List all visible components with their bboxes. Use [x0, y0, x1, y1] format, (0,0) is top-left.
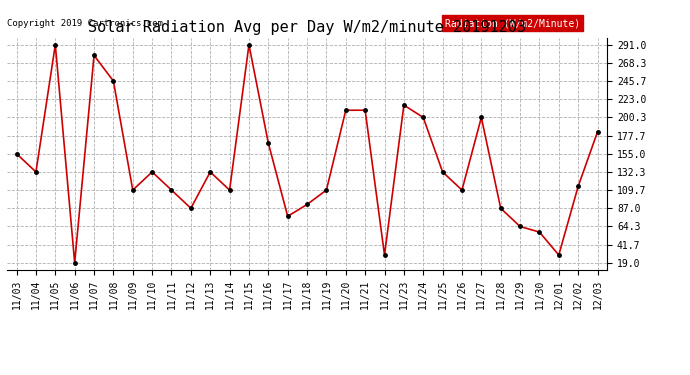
- Title: Solar Radiation Avg per Day W/m2/minute 20191203: Solar Radiation Avg per Day W/m2/minute …: [88, 20, 526, 35]
- Text: Radiation (W/m2/Minute): Radiation (W/m2/Minute): [445, 18, 580, 28]
- Text: Copyright 2019 Cartronics.com: Copyright 2019 Cartronics.com: [7, 19, 163, 28]
